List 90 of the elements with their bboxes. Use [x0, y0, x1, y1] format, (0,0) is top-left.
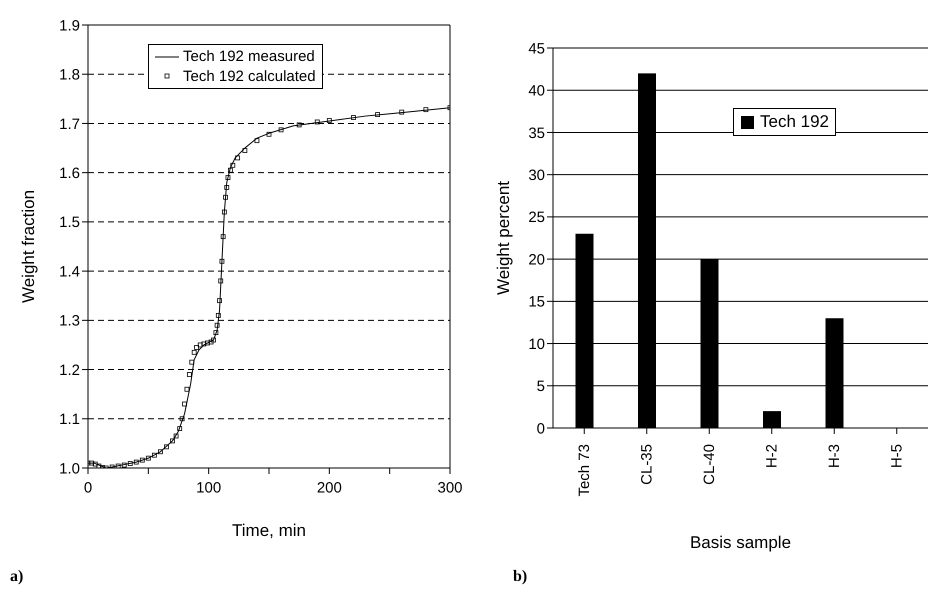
x-tick-label: CL-35 — [638, 444, 656, 485]
x-tick-label: CL-40 — [700, 444, 718, 485]
point — [399, 110, 404, 115]
point — [205, 340, 210, 346]
y-tick-label: 1.3 — [59, 312, 80, 330]
point — [152, 452, 157, 458]
point — [326, 118, 332, 123]
x-tick-label: 0 — [84, 480, 92, 497]
y-tick-label: 25 — [528, 209, 545, 226]
point — [230, 162, 236, 168]
x-axis-title: Basis sample — [690, 533, 792, 552]
point — [170, 438, 175, 444]
y-tick-label: 5 — [536, 378, 545, 396]
point — [223, 194, 228, 200]
point — [242, 148, 248, 153]
text: a) — [10, 568, 24, 586]
point — [158, 449, 163, 454]
y-tick-label: 1.8 — [59, 66, 80, 84]
y-tick-label: 35 — [528, 124, 545, 142]
point — [140, 458, 145, 463]
point — [89, 460, 94, 466]
y-tick-label: 1.5 — [59, 214, 80, 232]
y-tick-label: 15 — [528, 294, 545, 311]
point — [189, 360, 194, 365]
point — [122, 462, 127, 468]
y-tick-label: 1.1 — [59, 411, 80, 428]
legend-label: Tech 192 calculated — [183, 66, 316, 86]
point — [214, 322, 220, 328]
point — [194, 345, 199, 350]
point — [216, 313, 221, 318]
x-tick-label: H-2 — [763, 444, 780, 468]
x-tick-label: 200 — [316, 480, 342, 497]
y-axis-title: Weight fraction — [19, 190, 38, 304]
point — [254, 138, 260, 144]
point — [201, 342, 206, 346]
y-tick-label: 10 — [528, 336, 545, 353]
legend-label: Tech 192 measured — [183, 47, 315, 66]
point — [177, 426, 182, 432]
y-tick-label: 1.0 — [59, 460, 80, 478]
y-tick-label: 45 — [528, 40, 545, 58]
y-tick-label: 1.7 — [59, 116, 80, 133]
text: b) — [513, 568, 528, 586]
point — [220, 234, 226, 240]
point — [351, 115, 356, 120]
point — [214, 330, 218, 336]
x-tick-label: 300 — [437, 480, 463, 497]
y-tick-label: 1.2 — [59, 362, 80, 379]
point — [220, 258, 224, 264]
legend-label: Tech 192 — [760, 111, 829, 133]
point — [198, 342, 203, 348]
point — [128, 461, 133, 466]
y-tick-label: 40 — [528, 82, 545, 100]
point — [266, 132, 272, 137]
point — [184, 386, 190, 392]
y-axis-title: Weight percent — [494, 180, 514, 296]
point — [217, 298, 222, 304]
point — [228, 168, 233, 173]
point — [134, 460, 139, 464]
y-tick-label: 0 — [536, 420, 545, 438]
x-tick-label: Tech 73 — [576, 444, 593, 497]
x-tick-label: 100 — [196, 480, 222, 497]
point — [423, 107, 428, 112]
point — [174, 434, 178, 438]
x-axis-title: Time, min — [232, 521, 306, 540]
point — [180, 416, 185, 422]
point — [186, 372, 192, 377]
x-tick-label: H-3 — [826, 444, 843, 468]
point — [146, 456, 151, 461]
point — [314, 120, 320, 124]
point — [92, 462, 98, 466]
point — [375, 112, 380, 117]
point — [224, 185, 230, 190]
point — [226, 175, 230, 180]
point — [278, 127, 284, 132]
y-tick-label: 1.9 — [59, 17, 80, 34]
point — [182, 402, 187, 406]
point — [222, 210, 227, 214]
point — [211, 338, 216, 342]
point — [235, 156, 240, 160]
point — [192, 350, 197, 355]
y-tick-label: 1.4 — [59, 263, 80, 280]
y-tick-label: 30 — [528, 166, 545, 184]
x-tick-label: H-5 — [888, 444, 906, 468]
point — [208, 340, 214, 344]
point — [218, 278, 224, 284]
y-tick-label: 20 — [528, 251, 545, 268]
point — [164, 444, 169, 450]
point — [296, 122, 302, 128]
point — [116, 464, 121, 468]
y-tick-label: 1.6 — [59, 164, 80, 182]
